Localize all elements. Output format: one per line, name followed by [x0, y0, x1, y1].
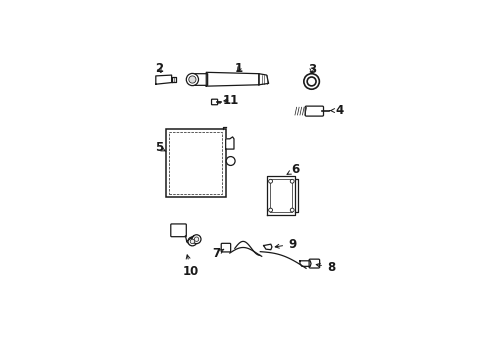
Circle shape [194, 237, 198, 242]
Polygon shape [191, 74, 207, 85]
Text: 8: 8 [316, 261, 334, 274]
Circle shape [268, 179, 272, 183]
FancyBboxPatch shape [308, 259, 319, 268]
Circle shape [188, 76, 196, 83]
Circle shape [268, 208, 272, 212]
Polygon shape [259, 74, 268, 85]
Text: 10: 10 [183, 255, 199, 278]
Polygon shape [156, 75, 171, 84]
Text: 1: 1 [234, 62, 243, 75]
FancyBboxPatch shape [211, 99, 217, 105]
Text: 9: 9 [275, 238, 296, 251]
Text: 11: 11 [222, 94, 238, 107]
FancyBboxPatch shape [221, 243, 230, 252]
Text: 5: 5 [155, 141, 166, 154]
Circle shape [187, 237, 197, 246]
Text: 3: 3 [307, 63, 315, 76]
Polygon shape [267, 176, 294, 215]
Circle shape [226, 157, 235, 166]
Bar [269, 179, 292, 212]
Text: 6: 6 [286, 163, 299, 176]
Polygon shape [299, 261, 310, 266]
Circle shape [290, 208, 293, 212]
FancyBboxPatch shape [305, 106, 323, 116]
Circle shape [192, 235, 201, 244]
Text: 4: 4 [329, 104, 343, 117]
Bar [166, 129, 225, 197]
Text: 7: 7 [212, 247, 224, 260]
Polygon shape [263, 244, 271, 250]
FancyBboxPatch shape [170, 224, 186, 237]
Circle shape [186, 73, 198, 86]
Circle shape [306, 77, 315, 86]
Polygon shape [206, 72, 259, 86]
Circle shape [290, 179, 293, 183]
Polygon shape [171, 77, 176, 82]
Polygon shape [225, 137, 233, 149]
Text: 2: 2 [155, 62, 163, 75]
Circle shape [303, 74, 319, 89]
Circle shape [190, 239, 194, 244]
Bar [169, 132, 222, 194]
